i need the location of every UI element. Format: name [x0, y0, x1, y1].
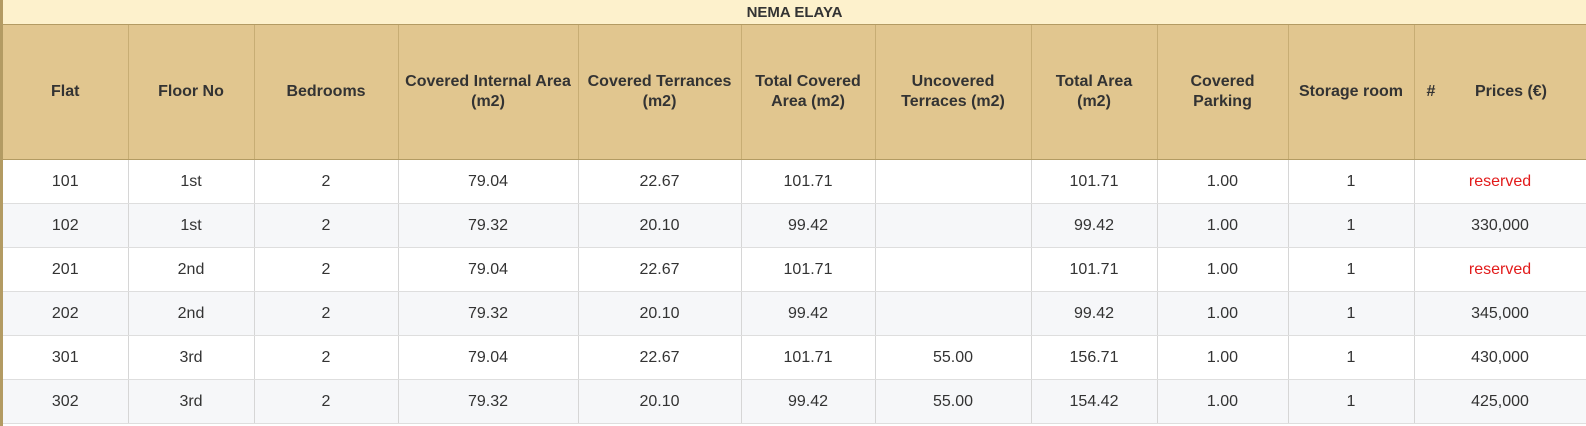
- cell-covered-terrances: 22.67: [578, 247, 742, 292]
- table-title: NEMA ELAYA: [3, 0, 1586, 25]
- cell-covered-parking: 1.00: [1157, 379, 1289, 424]
- cell-bedrooms: 2: [254, 159, 399, 204]
- cell-floor-no: 3rd: [128, 379, 255, 424]
- cell-total-covered-area: 99.42: [741, 291, 876, 336]
- cell-price: 425,000: [1414, 379, 1586, 424]
- price-table: Flat Floor No Bedrooms Covered Internal …: [3, 25, 1586, 424]
- cell-total-area: 156.71: [1031, 335, 1158, 380]
- cell-floor-no: 1st: [128, 159, 255, 204]
- table-row: 301 3rd 2 79.04 22.67 101.71 55.00 156.71 1.00 1 4…: [3, 335, 1586, 380]
- cell-total-covered-area: 101.71: [741, 159, 876, 204]
- cell-covered-terrances: 22.67: [578, 159, 742, 204]
- cell-covered-parking: 1.00: [1157, 159, 1289, 204]
- col-header-total-covered-area[interactable]: Total Covered Area (m2): [741, 25, 876, 160]
- cell-covered-terrances: 20.10: [578, 379, 742, 424]
- cell-covered-terrances: 20.10: [578, 291, 742, 336]
- cell-covered-parking: 1.00: [1157, 203, 1289, 248]
- cell-floor-no: 2nd: [128, 291, 255, 336]
- cell-covered-internal-area: 79.32: [398, 291, 579, 336]
- cell-covered-parking: 1.00: [1157, 291, 1289, 336]
- cell-covered-parking: 1.00: [1157, 335, 1289, 380]
- cell-covered-terrances: 22.67: [578, 335, 742, 380]
- cell-total-area: 99.42: [1031, 203, 1158, 248]
- table-body: 101 1st 2 79.04 22.67 101.71 101.71 1.00 1 reserv…: [3, 159, 1586, 424]
- cell-storage-room: 1: [1288, 335, 1415, 380]
- cell-total-covered-area: 101.71: [741, 247, 876, 292]
- col-header-total-area[interactable]: Total Area (m2): [1031, 25, 1158, 160]
- col-header-flat[interactable]: Flat: [3, 25, 129, 160]
- cell-floor-no: 2nd: [128, 247, 255, 292]
- cell-total-area: 154.42: [1031, 379, 1158, 424]
- col-header-bedrooms[interactable]: Bedrooms: [254, 25, 399, 160]
- cell-total-area: 99.42: [1031, 291, 1158, 336]
- cell-price: 330,000: [1414, 203, 1586, 248]
- cell-total-area: 101.71: [1031, 159, 1158, 204]
- col-header-prices[interactable]: # Prices (€): [1414, 25, 1586, 160]
- cell-total-area: 101.71: [1031, 247, 1158, 292]
- cell-floor-no: 1st: [128, 203, 255, 248]
- cell-storage-room: 1: [1288, 203, 1415, 248]
- cell-uncovered-terraces: 55.00: [875, 379, 1032, 424]
- col-header-covered-internal-area[interactable]: Covered Internal Area (m2): [398, 25, 579, 160]
- cell-bedrooms: 2: [254, 379, 399, 424]
- cell-total-covered-area: 101.71: [741, 335, 876, 380]
- cell-covered-internal-area: 79.32: [398, 203, 579, 248]
- cell-price: 345,000: [1414, 291, 1586, 336]
- cell-covered-terrances: 20.10: [578, 203, 742, 248]
- cell-flat: 202: [3, 291, 129, 336]
- table-row: 201 2nd 2 79.04 22.67 101.71 101.71 1.00 1 reserv…: [3, 247, 1586, 292]
- cell-price: 430,000: [1414, 335, 1586, 380]
- table-row: 102 1st 2 79.32 20.10 99.42 99.42 1.00 1 330,000: [3, 203, 1586, 248]
- cell-price: reserved: [1414, 159, 1586, 204]
- cell-total-covered-area: 99.42: [741, 203, 876, 248]
- cell-storage-room: 1: [1288, 379, 1415, 424]
- cell-floor-no: 3rd: [128, 335, 255, 380]
- cell-flat: 302: [3, 379, 129, 424]
- cell-covered-internal-area: 79.32: [398, 379, 579, 424]
- col-header-storage-room[interactable]: Storage room: [1288, 25, 1415, 160]
- col-header-covered-terrances[interactable]: Covered Terrances (m2): [578, 25, 742, 160]
- cell-covered-internal-area: 79.04: [398, 247, 579, 292]
- hash-marker: #: [1426, 83, 1436, 100]
- cell-bedrooms: 2: [254, 247, 399, 292]
- cell-storage-room: 1: [1288, 159, 1415, 204]
- cell-uncovered-terraces: [875, 247, 1032, 292]
- cell-flat: 301: [3, 335, 129, 380]
- cell-covered-parking: 1.00: [1157, 247, 1289, 292]
- cell-price: reserved: [1414, 247, 1586, 292]
- col-header-covered-parking[interactable]: Covered Parking: [1157, 25, 1289, 160]
- table-row: 202 2nd 2 79.32 20.10 99.42 99.42 1.00 1 345,000: [3, 291, 1586, 336]
- cell-uncovered-terraces: [875, 291, 1032, 336]
- cell-bedrooms: 2: [254, 203, 399, 248]
- header-row: Flat Floor No Bedrooms Covered Internal …: [3, 25, 1586, 160]
- cell-flat: 201: [3, 247, 129, 292]
- col-header-floor-no[interactable]: Floor No: [128, 25, 255, 160]
- cell-uncovered-terraces: [875, 159, 1032, 204]
- cell-total-covered-area: 99.42: [741, 379, 876, 424]
- table-row: 101 1st 2 79.04 22.67 101.71 101.71 1.00 1 reserv…: [3, 159, 1586, 204]
- cell-storage-room: 1: [1288, 291, 1415, 336]
- cell-uncovered-terraces: [875, 203, 1032, 248]
- cell-flat: 102: [3, 203, 129, 248]
- cell-uncovered-terraces: 55.00: [875, 335, 1032, 380]
- cell-covered-internal-area: 79.04: [398, 159, 579, 204]
- cell-bedrooms: 2: [254, 335, 399, 380]
- cell-covered-internal-area: 79.04: [398, 335, 579, 380]
- col-header-prices-label: Prices (€): [1474, 83, 1548, 100]
- cell-flat: 101: [3, 159, 129, 204]
- col-header-uncovered-terraces[interactable]: Uncovered Terraces (m2): [875, 25, 1032, 160]
- cell-storage-room: 1: [1288, 247, 1415, 292]
- table-row: 302 3rd 2 79.32 20.10 99.42 55.00 154.42 1.00 1 42…: [3, 379, 1586, 424]
- cell-bedrooms: 2: [254, 291, 399, 336]
